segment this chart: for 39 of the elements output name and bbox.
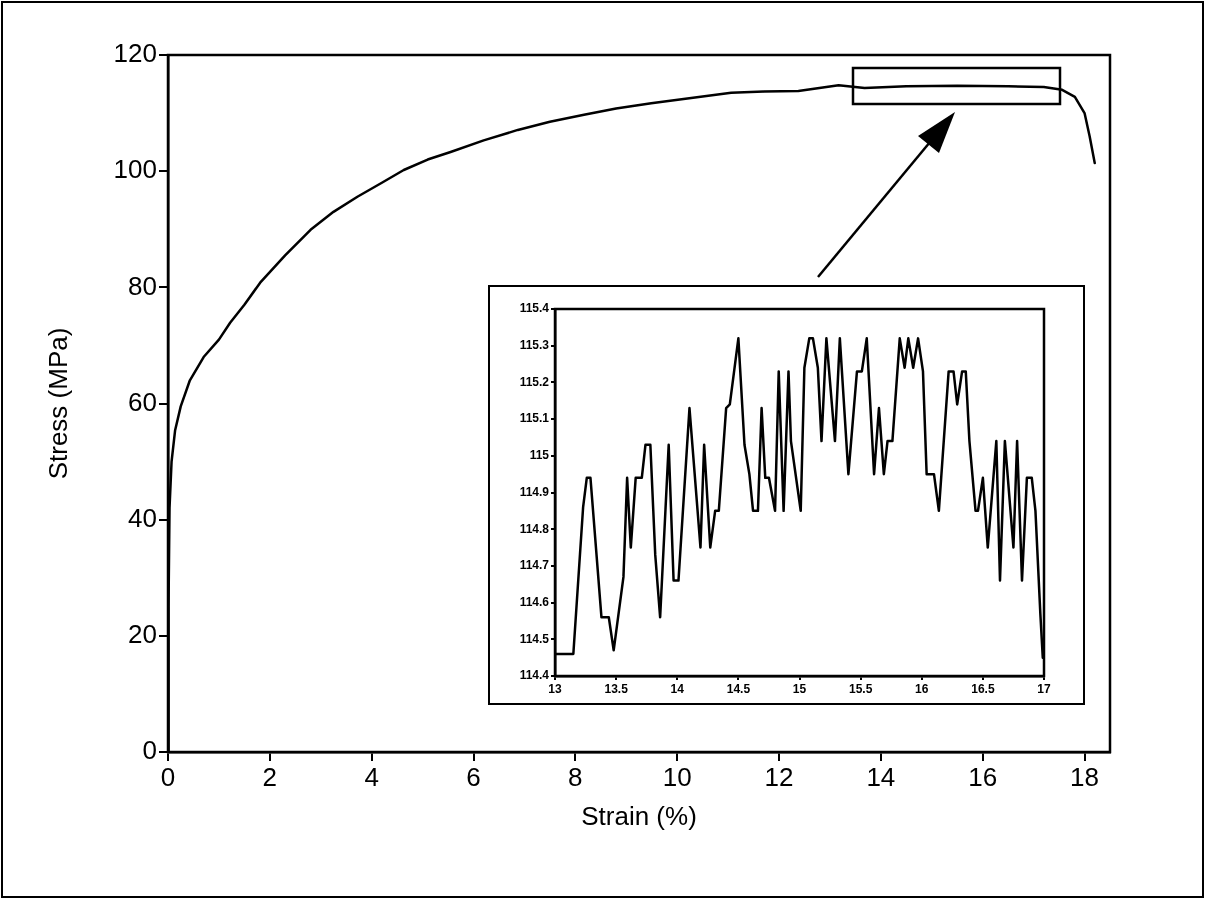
x-tick-label: 14.5	[726, 681, 751, 696]
y-tick-label: 114.7	[519, 558, 550, 573]
y-tick-label: 0	[142, 735, 157, 766]
x-tick-label: 15.5	[848, 681, 873, 696]
y-tick-label: 20	[128, 619, 157, 650]
y-tick-label: 100	[113, 154, 157, 185]
y-tick-label: 115.1	[519, 411, 550, 426]
x-tick-label: 18	[1070, 761, 1099, 792]
y-tick-label: 60	[128, 386, 157, 417]
x-tick-label: 12	[764, 761, 794, 792]
y-tick-label: 120	[113, 38, 157, 69]
x-tick-label: 14	[866, 761, 896, 792]
x-tick-label: 17	[1037, 681, 1051, 696]
y-tick-label: 114.5	[519, 631, 550, 646]
y-axis-title: Stress (MPa)	[42, 327, 73, 480]
x-tick-label: 8	[568, 761, 583, 792]
x-tick-label: 16.5	[971, 681, 995, 696]
x-tick-label: 14	[670, 681, 685, 696]
x-tick-label: 13.5	[604, 681, 629, 696]
x-tick-label: 4	[364, 761, 379, 792]
x-tick-label: 2	[262, 761, 278, 792]
y-tick-label: 114.4	[519, 668, 550, 683]
x-tick-label: 16	[968, 761, 998, 792]
x-tick-label: 13	[548, 681, 562, 696]
y-tick-label: 40	[128, 502, 157, 533]
x-tick-label: 16	[915, 681, 929, 696]
y-tick-label: 114.6	[519, 594, 550, 609]
y-tick-label: 115.2	[519, 374, 550, 389]
x-tick-label: 0	[160, 761, 176, 792]
y-tick-label: 115.3	[519, 338, 550, 353]
x-tick-label: 10	[662, 761, 692, 792]
y-tick-label: 114.8	[519, 521, 550, 536]
x-axis-title: Strain (%)	[581, 800, 697, 831]
y-tick-label: 115.4	[519, 301, 550, 316]
y-tick-label: 80	[128, 270, 157, 301]
y-tick-label: 114.9	[519, 484, 550, 499]
x-tick-label: 15	[792, 681, 807, 696]
x-tick-label: 6	[466, 761, 481, 792]
y-tick-label: 115	[529, 448, 550, 463]
